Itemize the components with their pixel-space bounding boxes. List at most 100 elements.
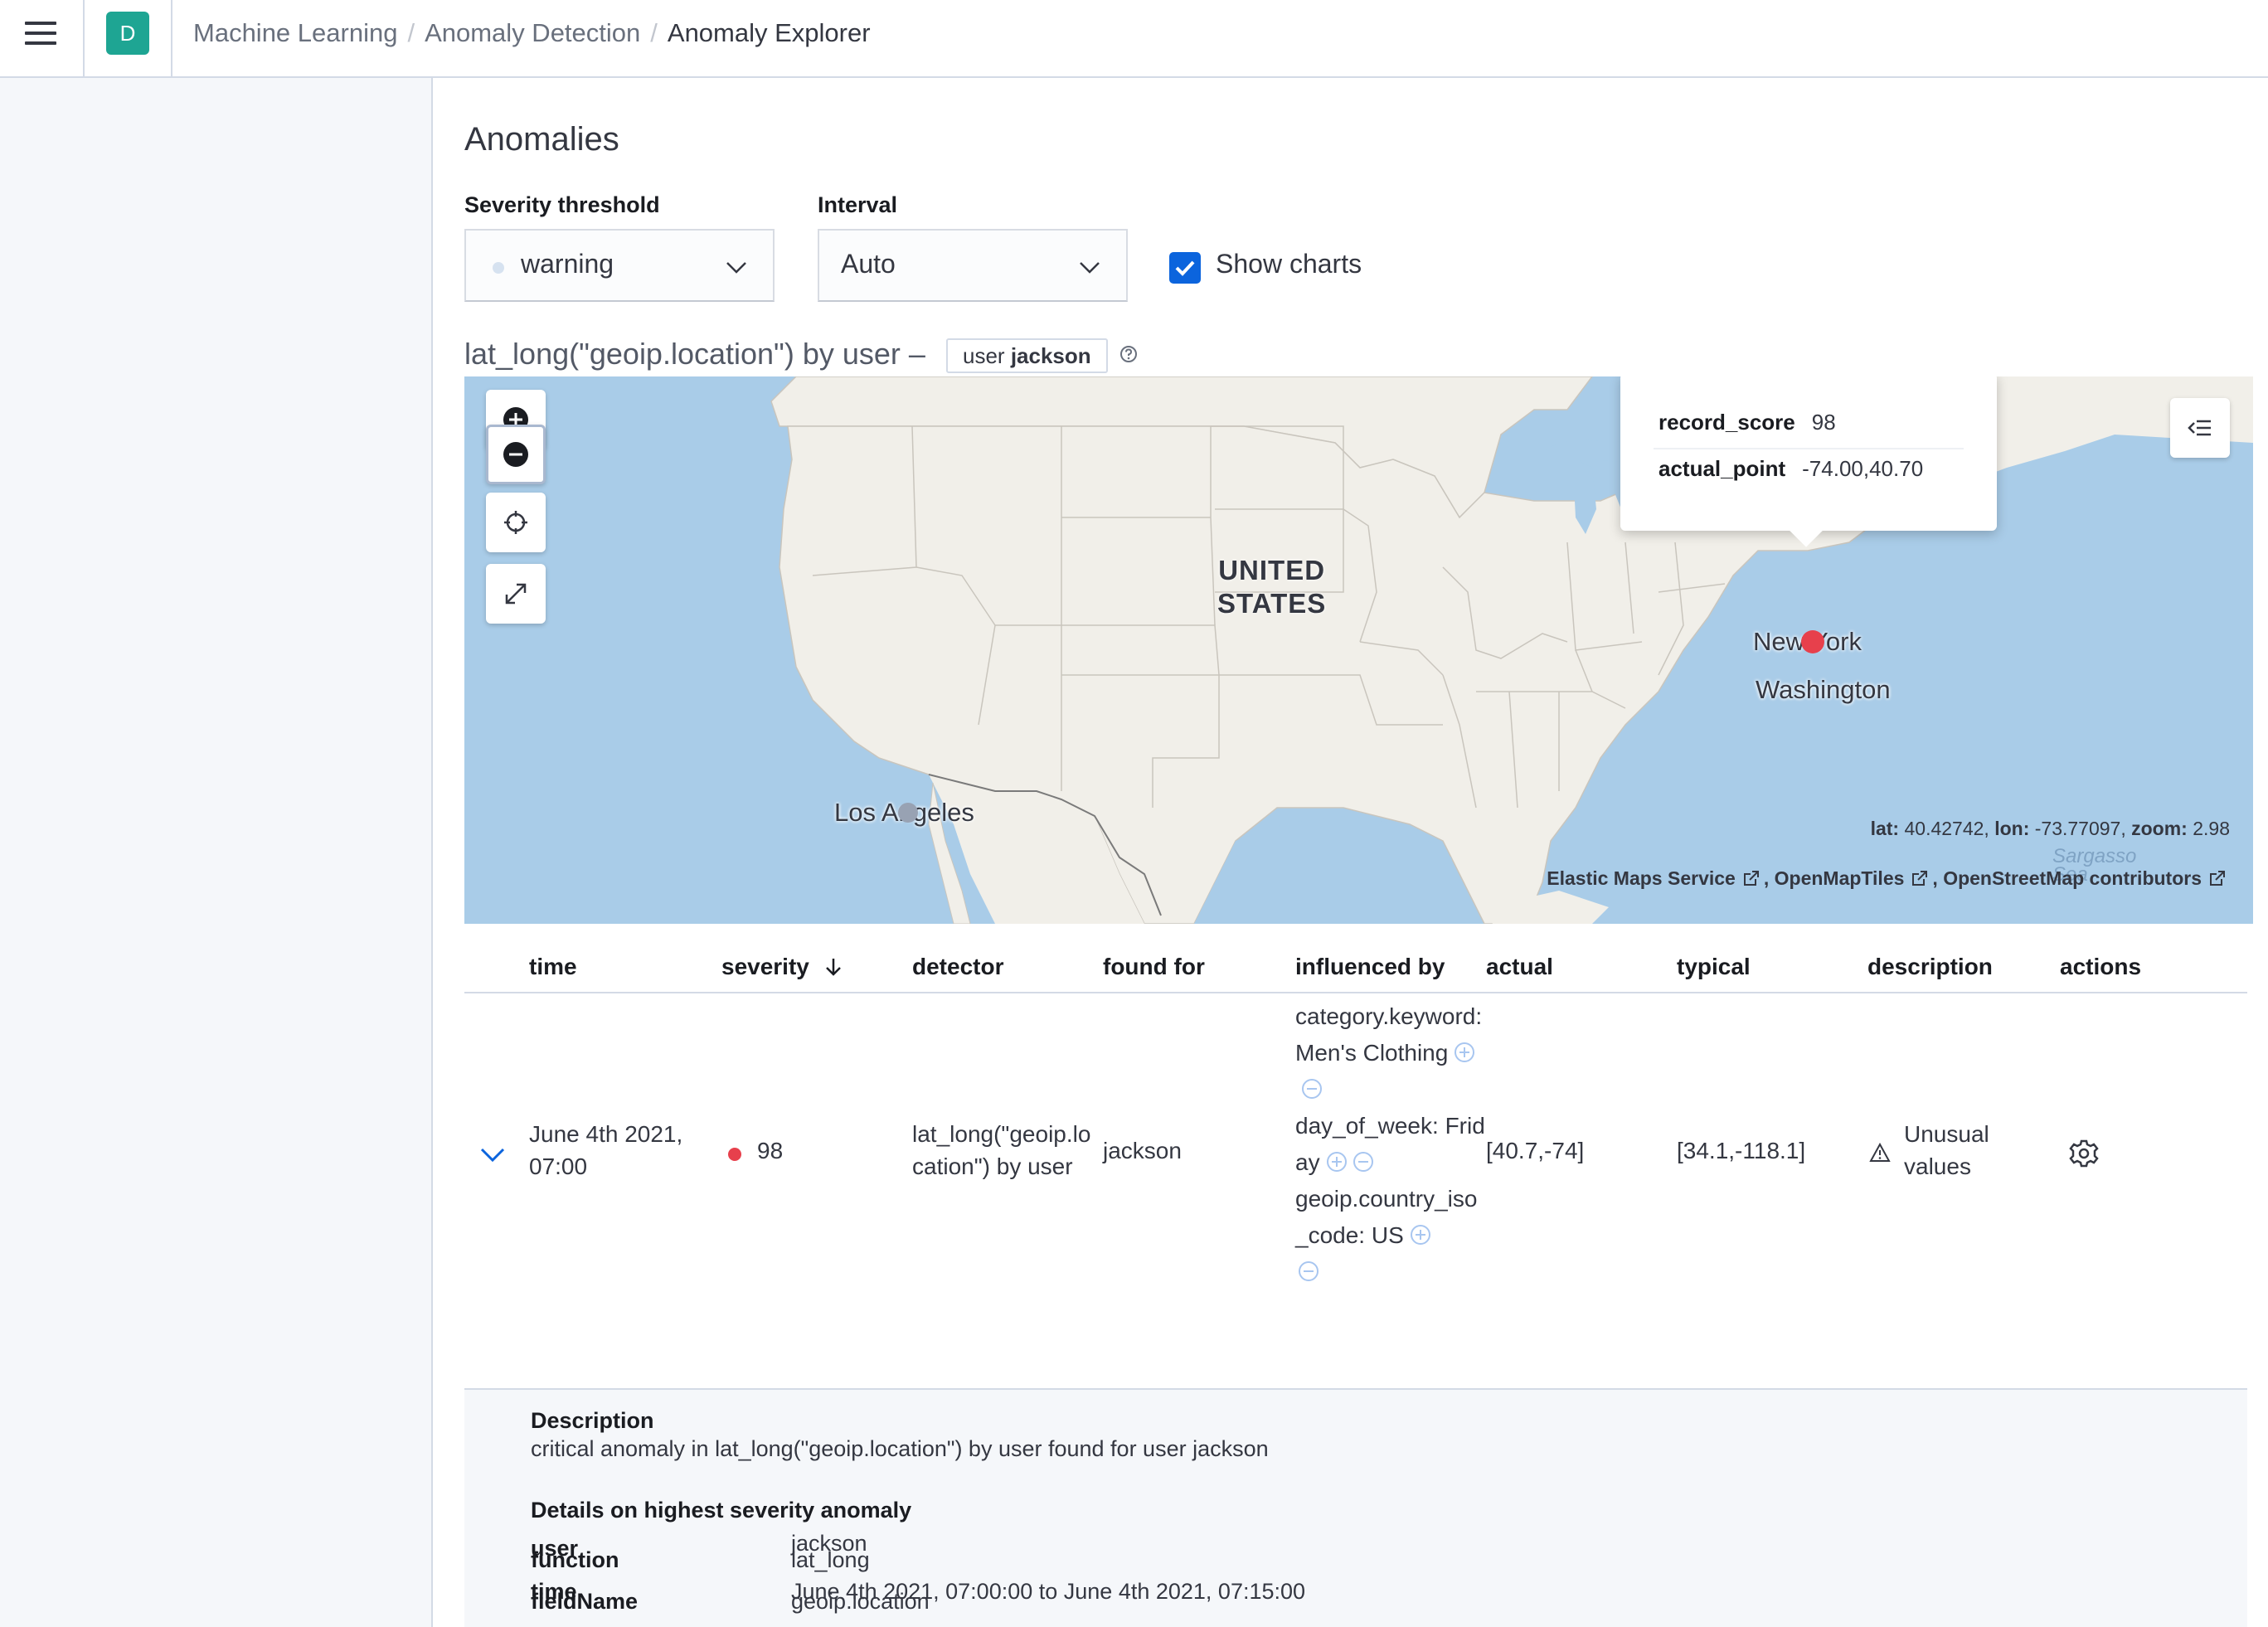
fullscreen-button[interactable] — [486, 564, 546, 624]
row-description-line: values — [1904, 1153, 1971, 1179]
attribution-link-openmaptiles[interactable]: OpenMapTiles — [1774, 867, 1905, 889]
external-link-icon — [2210, 871, 2225, 886]
details-highest-heading: Details on highest severity anomaly — [531, 1498, 912, 1523]
external-link-icon — [1912, 871, 1928, 886]
anomaly-map[interactable]: UNITED STATES New York Washington Los Ang… — [464, 376, 2253, 924]
lat-value: 40.42742, — [1904, 818, 1989, 839]
minus-circle-icon — [503, 442, 528, 467]
column-header-found-for[interactable]: found for — [1103, 954, 1205, 979]
details-field-key: fieldName — [531, 1589, 639, 1614]
locate-button[interactable] — [486, 493, 546, 552]
row-severity: 98 — [757, 1138, 784, 1163]
chevron-down-icon[interactable] — [479, 1144, 506, 1164]
severity-threshold-label: Severity threshold — [464, 192, 660, 217]
details-description-text: critical anomaly in lat_long("geoip.loca… — [531, 1436, 1269, 1461]
typical-point-marker[interactable] — [898, 803, 918, 823]
column-header-actual[interactable]: actual — [1486, 954, 1553, 979]
page-title: Anomalies — [464, 121, 619, 158]
breadcrumb-anomaly-detection[interactable]: Anomaly Detection — [425, 18, 641, 47]
attribution-link-osm[interactable]: OpenStreetMap contributors — [1943, 867, 2202, 889]
layer-control-button[interactable] — [2170, 398, 2230, 458]
chevron-down-icon — [726, 262, 746, 274]
tooltip-value: -74.00,40.70 — [1802, 456, 1924, 481]
row-time-line: 07:00 — [529, 1153, 588, 1179]
anomaly-point-marker[interactable] — [1801, 630, 1824, 653]
column-header-detector[interactable]: detector — [912, 954, 1004, 979]
chevron-down-icon — [1080, 262, 1100, 274]
country-label: UNITED STATES — [1217, 554, 1326, 620]
show-charts-checkbox[interactable] — [1169, 252, 1201, 284]
lon-value: -73.77097, — [2034, 818, 2126, 839]
entity-field: user — [963, 343, 1005, 368]
header-divider — [83, 0, 85, 78]
interval-select[interactable]: Auto — [818, 229, 1128, 302]
external-link-icon — [1743, 871, 1759, 886]
attribution-link-ems[interactable]: Elastic Maps Service — [1547, 867, 1736, 889]
column-header-time[interactable]: time — [529, 954, 577, 979]
row-time: June 4th 2021, 07:00 — [529, 1118, 682, 1183]
zoom-out-button[interactable] — [486, 425, 546, 484]
lon-label: lon: — [1994, 818, 2030, 839]
severity-header-label: severity — [721, 954, 809, 979]
influencer-item: day_of_week: Friday — [1295, 1113, 1485, 1175]
row-detector: lat_long("geoip.lo cation") by user — [912, 1118, 1090, 1183]
tooltip-key: actual_point — [1659, 456, 1786, 481]
row-detector-line: cation") by user — [912, 1153, 1073, 1179]
column-header-severity[interactable]: severity — [721, 954, 844, 980]
column-header-influenced-by[interactable]: influenced by — [1295, 954, 1445, 979]
filter-remove-icon[interactable] — [1302, 1079, 1322, 1099]
header-divider — [171, 0, 172, 78]
map-coordinates: lat: 40.42742, lon: -73.77097, zoom: 2.9… — [1871, 818, 2230, 840]
filter-add-icon[interactable] — [1455, 1042, 1475, 1062]
severity-threshold-value: warning — [521, 249, 614, 279]
left-sidebar — [0, 78, 433, 1627]
severity-dot — [728, 1148, 741, 1161]
menu-left-icon — [2188, 420, 2211, 436]
influencer-item: category.keyword: Men's Clothing — [1295, 1003, 1483, 1066]
breadcrumb-machine-learning[interactable]: Machine Learning — [193, 18, 398, 47]
entity-value: jackson — [1010, 343, 1091, 368]
details-field-key: user — [531, 1536, 579, 1561]
main-content: Anomalies Severity threshold warning Int… — [435, 78, 2268, 1627]
details-field-value: lat_long — [791, 1547, 870, 1572]
city-label-washington: Washington — [1756, 675, 1891, 704]
tooltip-value: 98 — [1811, 410, 1836, 435]
warning-icon — [1869, 1143, 1891, 1162]
entity-badge[interactable]: user jackson — [946, 338, 1108, 373]
row-detector-line: lat_long("geoip.lo — [912, 1121, 1091, 1147]
gear-icon[interactable] — [2068, 1138, 2100, 1169]
map-attribution: Elastic Maps Service, OpenMapTiles, Open… — [1547, 867, 2230, 890]
help-icon[interactable] — [1119, 345, 1138, 363]
row-actual: [40.7,-74] — [1486, 1138, 1585, 1163]
interval-value: Auto — [841, 249, 896, 279]
filter-add-icon[interactable] — [1410, 1225, 1430, 1245]
menu-icon[interactable] — [25, 22, 56, 46]
filter-add-icon[interactable] — [1326, 1152, 1347, 1172]
details-field-key: function — [531, 1547, 619, 1572]
column-header-typical[interactable]: typical — [1677, 954, 1751, 979]
expand-icon — [505, 583, 527, 605]
country-label-line: UNITED — [1218, 555, 1326, 585]
column-header-description[interactable]: description — [1867, 954, 1993, 979]
row-typical: [34.1,-118.1] — [1677, 1138, 1806, 1163]
severity-threshold-select[interactable]: warning — [464, 229, 775, 302]
row-description-line: Unusual — [1904, 1121, 1989, 1147]
tooltip-row-actual-point: actual_point -74.00,40.70 — [1659, 456, 1923, 482]
row-time-line: June 4th 2021, — [529, 1121, 683, 1147]
severity-color-dot — [493, 262, 504, 274]
top-header: D Machine Learning / Anomaly Detection / Ano… — [0, 0, 2268, 78]
breadcrumb-anomaly-explorer: Anomaly Explorer — [667, 18, 871, 47]
details-field-key: time — [531, 1579, 577, 1604]
row-description: Unusual values — [1904, 1118, 1989, 1183]
interval-label: Interval — [818, 192, 898, 217]
row-found-for: jackson — [1103, 1138, 1182, 1163]
show-charts-label[interactable]: Show charts — [1216, 249, 1362, 279]
tooltip-row-record-score: record_score 98 — [1659, 410, 1836, 435]
filter-remove-icon[interactable] — [1353, 1152, 1373, 1172]
filter-remove-icon[interactable] — [1299, 1261, 1319, 1281]
zoom-value: 2.98 — [2193, 818, 2230, 839]
table-header-divider — [464, 992, 2247, 993]
breadcrumb-separator: / — [407, 18, 415, 47]
space-avatar[interactable]: D — [106, 12, 149, 55]
details-field-value: June 4th 2021, 07:00:00 to June 4th 2021… — [791, 1579, 1306, 1604]
